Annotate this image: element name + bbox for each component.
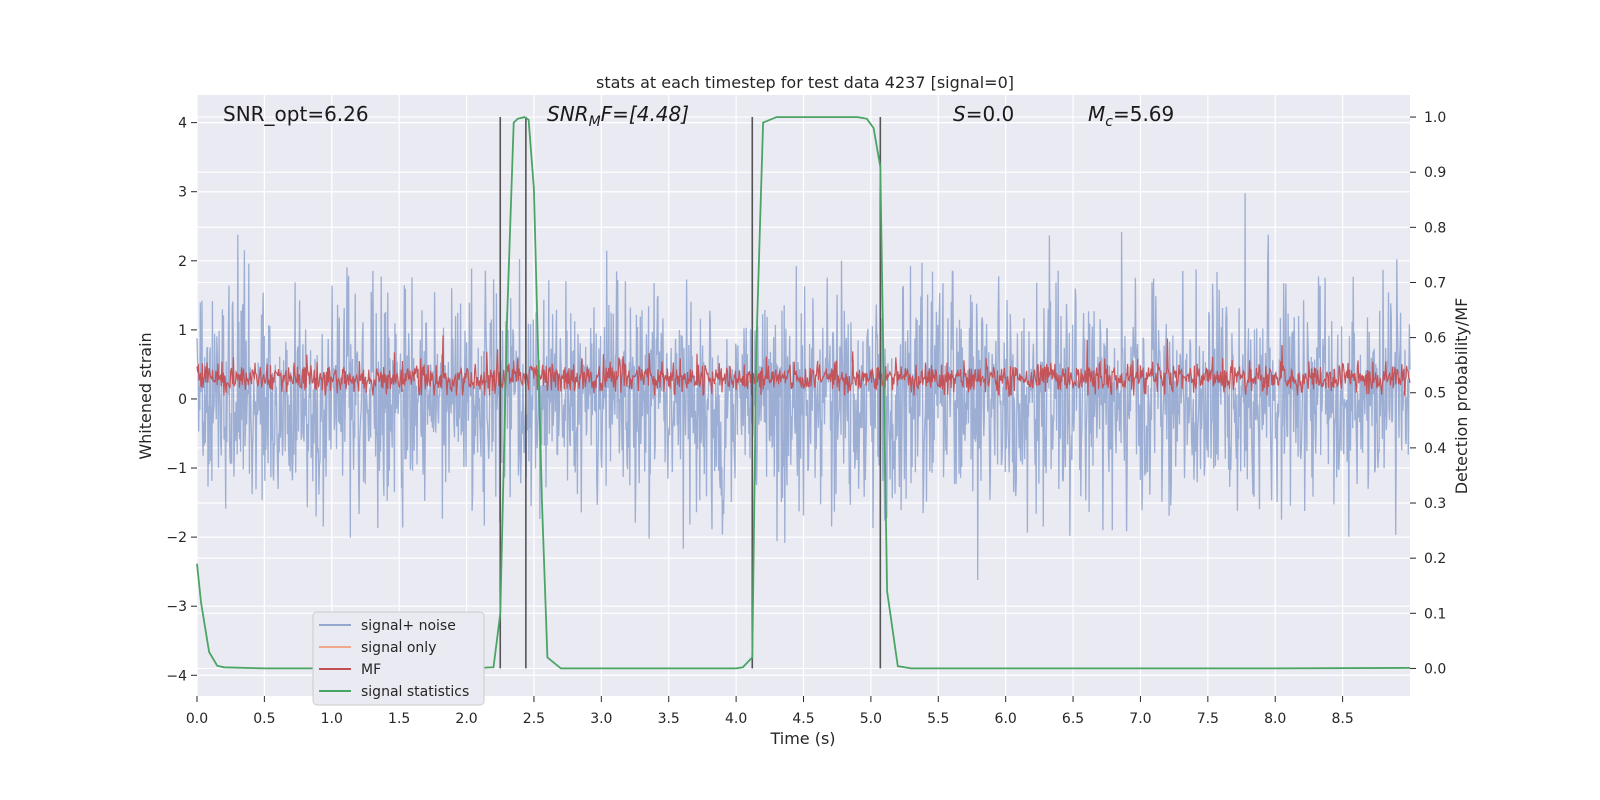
x-tick-label: 3.0 (590, 711, 612, 727)
y-tick-label: 1 (178, 323, 187, 339)
x-tick-label: 1.5 (388, 711, 410, 727)
y2-tick-label: 0.8 (1424, 220, 1446, 236)
chirp-mass-annotation: Mc=5.69 (1088, 102, 1174, 130)
snr-mf-annotation: SNRMF=[4.48] (547, 102, 689, 130)
y-tick-label: 3 (178, 185, 187, 201)
legend: signal+ noise signal only MF signal stat… (312, 611, 485, 706)
y-axis-left-ticks: 4 3 2 1 0 −1 −2 −3 −4 (166, 116, 197, 684)
legend-label-signal-only: signal only (361, 640, 436, 656)
y2-tick-label: 0.2 (1424, 551, 1446, 567)
y2-tick-label: 0.9 (1424, 165, 1446, 181)
x-tick-label: 8.0 (1264, 711, 1286, 727)
x-axis-ticks: 0.0 0.5 1.0 1.5 2.0 2.5 3.0 3.5 4.0 4.5 5.0 5.5 6.0 6… (186, 696, 1354, 727)
y-tick-label: −1 (166, 461, 187, 477)
x-tick-label: 4.0 (725, 711, 747, 727)
y2-tick-label: 0.6 (1424, 331, 1446, 347)
y2-tick-label: 0.5 (1424, 386, 1446, 402)
x-tick-label: 0.5 (253, 711, 275, 727)
y2-tick-label: 0.3 (1424, 496, 1446, 512)
vertical-markers (499, 117, 882, 669)
y2-tick-label: 1.0 (1424, 110, 1446, 126)
legend-box (312, 611, 485, 706)
y-tick-label: 0 (178, 392, 187, 408)
chart-title: stats at each timestep for test data 423… (596, 73, 1014, 92)
x-tick-label: 2.5 (523, 711, 545, 727)
mf-line (196, 335, 1411, 398)
snr-opt-annotation: SNR_opt=6.26 (223, 102, 369, 126)
y-tick-label: −2 (166, 530, 187, 546)
x-tick-label: 1.0 (321, 711, 343, 727)
y2-tick-label: 0.0 (1424, 661, 1446, 677)
y2-tick-label: 0.4 (1424, 441, 1446, 457)
x-tick-label: 6.0 (995, 711, 1017, 727)
legend-label-signal-statistics: signal statistics (361, 684, 469, 700)
legend-label-signal-noise: signal+ noise (361, 618, 456, 634)
x-tick-label: 0.0 (186, 711, 208, 727)
y-axis-label: Whitened strain (136, 332, 155, 459)
legend-label-mf: MF (361, 662, 381, 678)
s-statistic-annotation: S=0.0 (953, 102, 1014, 126)
y2-axis-label: Detection probability/MF (1452, 298, 1471, 495)
x-axis-label: Time (s) (769, 729, 835, 748)
y-tick-label: 4 (178, 116, 187, 132)
y-tick-label: −3 (166, 599, 187, 615)
y2-tick-label: 0.1 (1424, 606, 1446, 622)
signal-noise-line (196, 193, 1411, 581)
y-tick-label: −4 (166, 668, 187, 684)
x-tick-label: 5.0 (860, 711, 882, 727)
x-tick-label: 8.5 (1331, 711, 1353, 727)
x-tick-label: 5.5 (927, 711, 949, 727)
x-tick-label: 4.5 (792, 711, 814, 727)
y-axis-right-ticks: 1.0 0.9 0.8 0.7 0.6 0.5 0.4 0.3 0.2 0.1 0.0 (1410, 110, 1446, 677)
y2-tick-label: 0.7 (1424, 275, 1446, 291)
x-tick-label: 2.0 (455, 711, 477, 727)
x-tick-label: 7.0 (1129, 711, 1151, 727)
x-tick-label: 7.5 (1197, 711, 1219, 727)
x-tick-label: 3.5 (658, 711, 680, 727)
x-tick-label: 6.5 (1062, 711, 1084, 727)
y-tick-label: 2 (178, 254, 187, 270)
